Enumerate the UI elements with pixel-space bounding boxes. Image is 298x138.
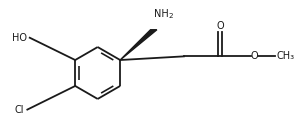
Text: HO: HO <box>12 33 27 43</box>
Polygon shape <box>120 30 157 60</box>
Text: Cl: Cl <box>15 105 24 115</box>
Text: O: O <box>216 21 224 31</box>
Text: NH: NH <box>154 9 168 19</box>
Text: CH₃: CH₃ <box>277 51 295 61</box>
Text: 2: 2 <box>169 13 173 19</box>
Text: O: O <box>251 51 258 61</box>
